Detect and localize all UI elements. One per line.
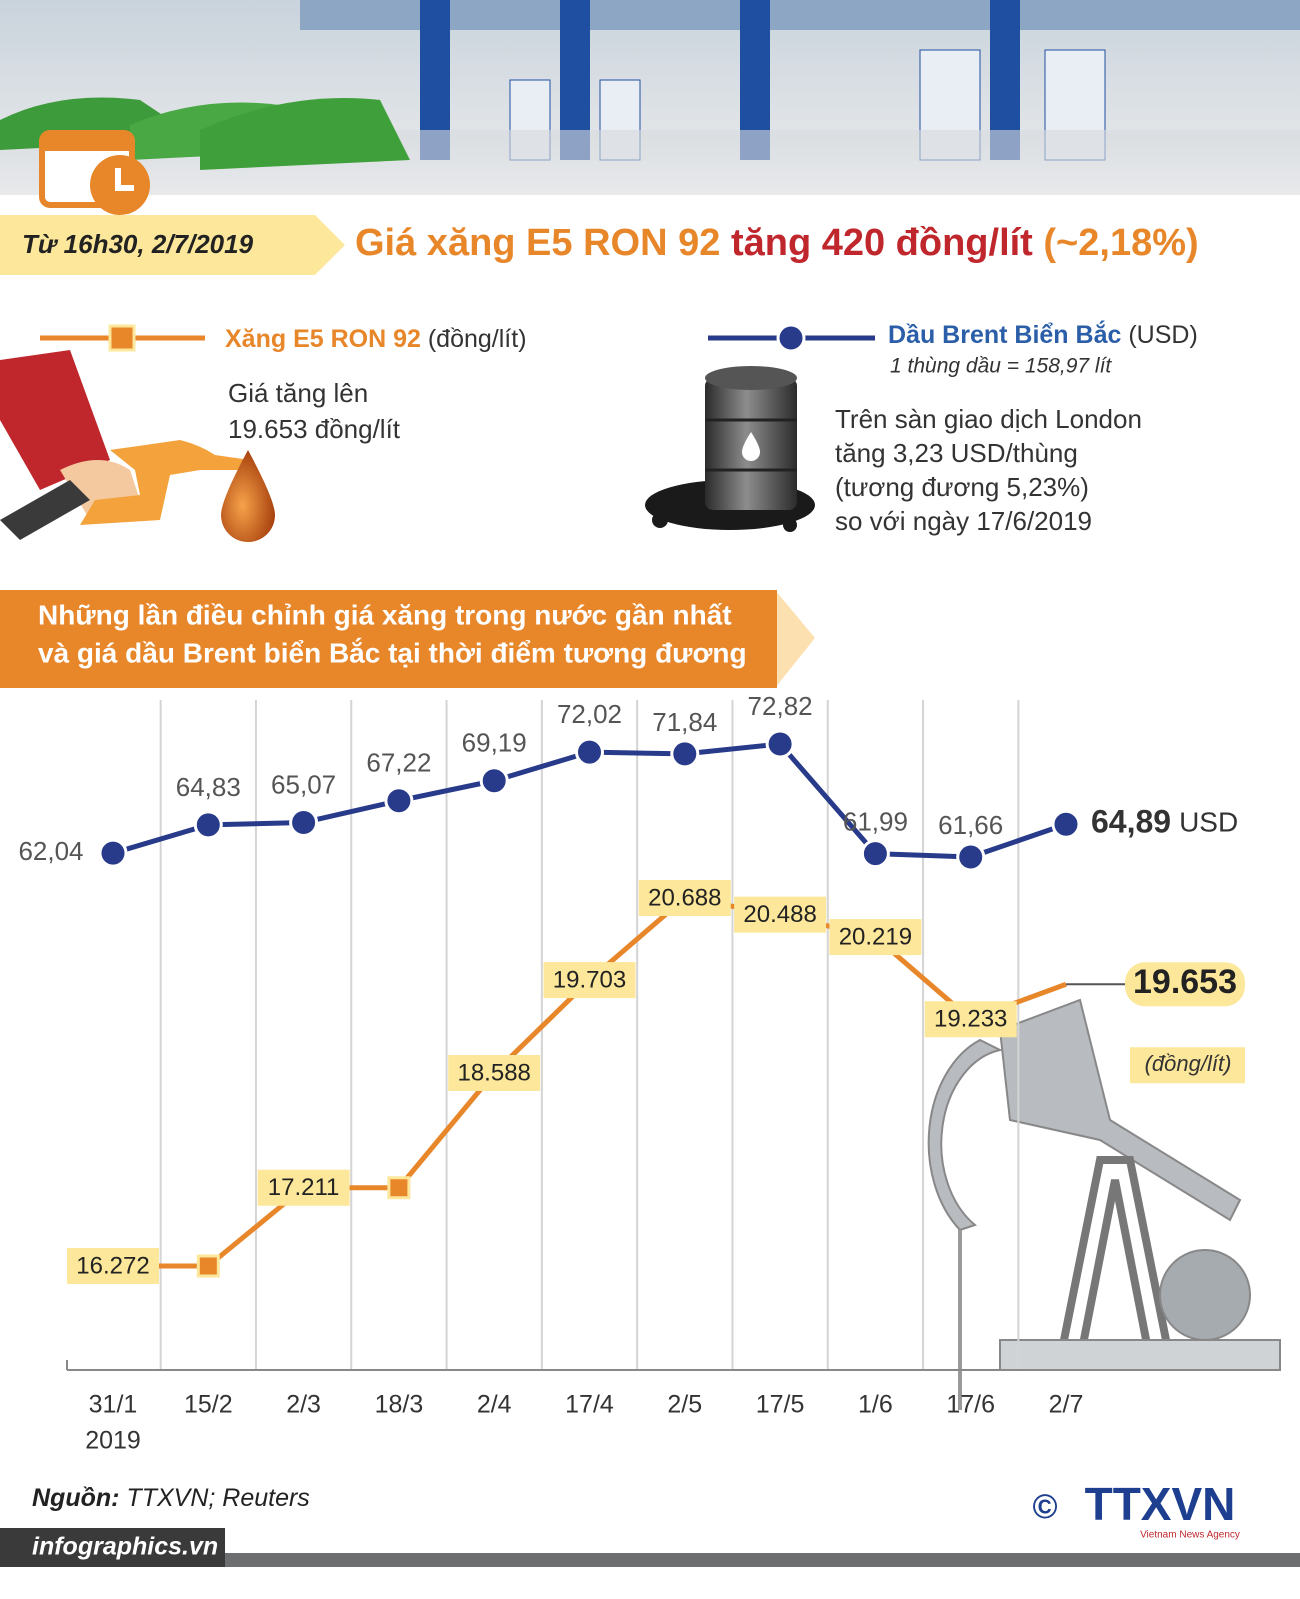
label-box — [734, 896, 827, 933]
legend-name: Dầu Brent Biển Bắc — [888, 319, 1121, 349]
gas-legend: Xăng E5 RON 92 (đồng/lít) Giá tăng lên 1… — [40, 324, 527, 444]
label-box — [448, 1055, 541, 1091]
chart-title: và giá dầu Brent biển Bắc tại thời điểm … — [38, 637, 747, 668]
legend-entry: Dầu Brent Biển Bắc (USD) — [888, 319, 1198, 349]
marker — [384, 786, 414, 816]
legend-unit: (USD) — [1128, 321, 1197, 349]
legend-entry: Xăng E5 RON 92 (đồng/lít) — [225, 325, 527, 353]
brent-text: (tương đương 5,23%) — [835, 472, 1089, 502]
footer-bar — [0, 1553, 1300, 1567]
chart-title-banner: Những lần điều chỉnh giá xăng trong nước… — [0, 590, 815, 688]
headline-part: Giá xăng E5 RON 92 — [355, 222, 720, 264]
unit-label: USD — [1179, 807, 1238, 838]
label-box — [638, 880, 731, 916]
headline-part: (~2,18%) — [1043, 222, 1198, 264]
pump-jack — [927, 998, 1281, 1410]
x-tick-label: 2/7 — [1049, 1391, 1084, 1419]
x-tick-label: 1/6 — [858, 1391, 893, 1419]
value-label: 19.703 — [553, 966, 626, 993]
value-label: 20.688 — [648, 884, 721, 911]
x-tick-label: 15/2 — [184, 1391, 233, 1419]
value-label-final: 19.653 — [1133, 963, 1237, 1001]
x-tick-label: 2/3 — [286, 1391, 321, 1419]
value-label: 62,04 — [18, 836, 83, 866]
marker — [387, 1176, 411, 1200]
site: infographics.vn — [32, 1533, 218, 1561]
x-tick-label: 18/3 — [375, 1391, 424, 1419]
marker — [289, 807, 319, 837]
label-box — [257, 1169, 350, 1206]
marker — [479, 766, 509, 796]
copyright: © — [1032, 1488, 1057, 1526]
chart-title: Những lần điều chỉnh giá xăng trong nước… — [38, 599, 732, 630]
value-label: 20.488 — [743, 901, 816, 928]
value-label: 72,02 — [557, 699, 622, 729]
marker — [1051, 809, 1081, 839]
source-text: TTXVN; Reuters — [126, 1484, 309, 1512]
logo-sub: Vietnam News Agency — [1140, 1530, 1240, 1541]
marker — [575, 737, 604, 767]
x-tick-label: 17/5 — [756, 1391, 805, 1419]
legend-unit: (đồng/lít) — [428, 325, 527, 353]
date: Từ 16h30, 2/7/2019 — [22, 229, 254, 259]
value-label: 61,99 — [843, 807, 908, 837]
date-banner: Từ 16h30, 2/7/2019 — [0, 215, 345, 275]
value-label: 17.211 — [268, 1174, 340, 1201]
unit-box — [1130, 1047, 1245, 1084]
gas-text: 19.653 đồng/lít — [228, 414, 401, 444]
x-tick-label: 17/6 — [946, 1391, 995, 1419]
value-label-final: 64,89 USD — [1091, 804, 1238, 840]
marker — [956, 842, 986, 872]
value-label: 18.588 — [457, 1059, 530, 1086]
legend-name: Xăng E5 RON 92 — [225, 325, 421, 353]
label-box — [67, 1248, 159, 1284]
x-tick-label: 2/4 — [477, 1391, 512, 1419]
marker — [193, 810, 223, 840]
calendar-icon — [39, 130, 150, 215]
brent-text: Trên sàn giao dịch London — [835, 404, 1142, 434]
value-label: 61,66 — [938, 810, 1003, 840]
x-tick-label: 2/5 — [667, 1391, 702, 1419]
footer-site-box — [0, 1528, 225, 1567]
brent-legend: Dầu Brent Biển Bắc (USD) 1 thùng dầu = 1… — [708, 319, 1198, 536]
final-label-box — [1125, 962, 1245, 1007]
marker — [860, 839, 890, 869]
x-year-label: 2019 — [85, 1427, 141, 1455]
value-label: 16.272 — [76, 1252, 149, 1279]
label-box — [543, 962, 636, 999]
gas-text: Giá tăng lên — [228, 378, 368, 408]
headline-part: tăng 420 đồng/lít — [731, 222, 1033, 264]
value-label: 64,83 — [176, 772, 241, 802]
value-label: 65,07 — [271, 769, 336, 799]
barrel-icon — [645, 366, 815, 532]
source-label: Nguồn: — [32, 1484, 119, 1512]
logo: TTXVN — [1085, 1478, 1236, 1530]
x-tick-label: 31/1 — [89, 1391, 138, 1419]
gas-pump-icon — [0, 350, 275, 542]
marker — [98, 838, 128, 868]
value-label: 67,22 — [366, 748, 431, 778]
value-label: 64,89 — [1091, 804, 1171, 840]
brent-text: tăng 3,23 USD/thùng — [835, 438, 1078, 468]
plot: 31/1 15/2 2/3 18/3 2/4 17/4 2/5 17/5 1/6 17/6 2/7 2… — [18, 691, 1245, 1455]
marker — [765, 729, 795, 759]
header-photo — [0, 0, 1300, 195]
headline: Giá xăng E5 RON 92 tăng 420 đồng/lít (~2… — [355, 222, 1199, 264]
source: Nguồn: TTXVN; Reuters — [32, 1484, 310, 1512]
label-box — [829, 919, 922, 956]
brent-text: so với ngày 17/6/2019 — [835, 506, 1092, 536]
unit-label: (đồng/lít) — [1145, 1051, 1232, 1076]
value-label: 72,82 — [748, 691, 813, 721]
label-box — [924, 1001, 1017, 1038]
marker — [670, 739, 700, 769]
marker — [196, 1254, 220, 1278]
brent-note: 1 thùng dầu = 158,97 lít — [890, 355, 1112, 378]
x-tick-label: 17/4 — [565, 1391, 614, 1419]
value-label: 19.233 — [934, 1006, 1007, 1033]
value-label: 71,84 — [652, 707, 717, 737]
value-label: 69,19 — [462, 728, 527, 758]
value-label: 20.219 — [839, 923, 912, 950]
